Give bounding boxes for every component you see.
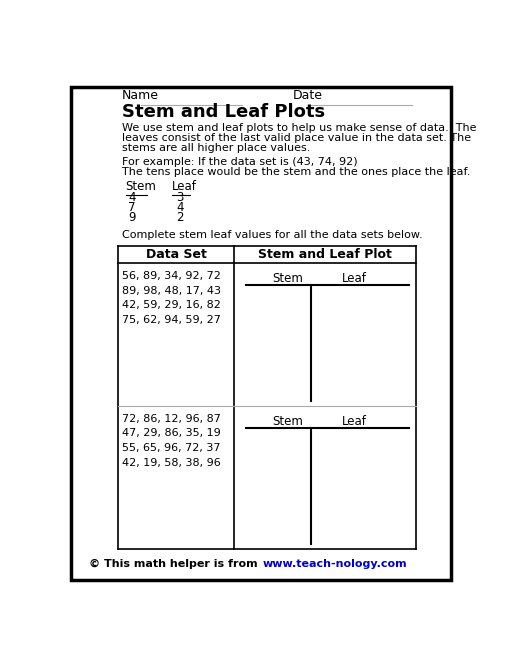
Text: Stem: Stem [272,273,303,286]
Text: 7: 7 [128,201,135,214]
Text: 42, 19, 58, 38, 96: 42, 19, 58, 38, 96 [122,457,220,468]
Text: 4: 4 [128,191,135,204]
Text: Stem and Leaf Plots: Stem and Leaf Plots [122,103,324,121]
Text: Leaf: Leaf [172,180,197,193]
Text: 9: 9 [128,211,135,224]
Text: Leaf: Leaf [341,415,365,428]
Text: 75, 62, 94, 59, 27: 75, 62, 94, 59, 27 [122,315,220,325]
Text: Stem and Leaf Plot: Stem and Leaf Plot [258,248,391,261]
Text: www.teach-nology.com: www.teach-nology.com [263,559,407,570]
Text: 55, 65, 96, 72, 37: 55, 65, 96, 72, 37 [122,443,220,453]
Text: 89, 98, 48, 17, 43: 89, 98, 48, 17, 43 [122,286,220,296]
Text: Stem: Stem [126,180,156,193]
Text: © This math helper is from: © This math helper is from [89,559,261,570]
Text: 2: 2 [176,211,183,224]
Text: For example: If the data set is (43, 74, 92): For example: If the data set is (43, 74,… [122,157,357,167]
Text: Stem: Stem [272,415,303,428]
Text: Date: Date [292,89,322,102]
Text: Leaf: Leaf [341,273,365,286]
Text: Complete stem leaf values for all the data sets below.: Complete stem leaf values for all the da… [122,230,421,240]
Text: 47, 29, 86, 35, 19: 47, 29, 86, 35, 19 [122,428,220,438]
Text: Data Set: Data Set [146,248,206,261]
Text: 56, 89, 34, 92, 72: 56, 89, 34, 92, 72 [122,271,220,281]
Text: 72, 86, 12, 96, 87: 72, 86, 12, 96, 87 [122,414,220,424]
Text: The tens place would be the stem and the ones place the leaf.: The tens place would be the stem and the… [122,167,469,177]
Text: We use stem and leaf plots to help us make sense of data.  The: We use stem and leaf plots to help us ma… [122,123,475,133]
Text: Name: Name [122,89,159,102]
Text: 42, 59, 29, 16, 82: 42, 59, 29, 16, 82 [122,300,220,310]
Text: 4: 4 [176,201,183,214]
Text: stems are all higher place values.: stems are all higher place values. [122,143,309,153]
Text: leaves consist of the last valid place value in the data set. The: leaves consist of the last valid place v… [122,133,470,143]
Text: 3: 3 [176,191,183,204]
